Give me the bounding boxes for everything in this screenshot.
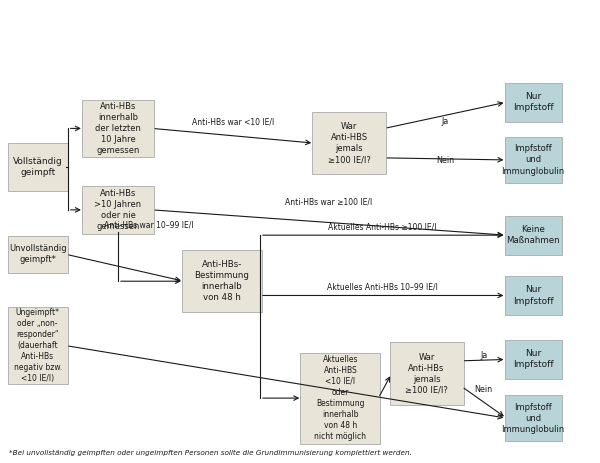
- Text: Aktuelles Anti-HBs ≥100 IE/l: Aktuelles Anti-HBs ≥100 IE/l: [328, 223, 436, 232]
- Text: Ungeimpft*
oder „non-
responder“
(dauerhaft
Anti-HBs
negativ bzw.
<10 IE/l): Ungeimpft* oder „non- responder“ (dauerh…: [14, 308, 62, 383]
- Text: Impfstoff
und
Immunglobulin: Impfstoff und Immunglobulin: [502, 402, 565, 434]
- FancyBboxPatch shape: [301, 352, 380, 444]
- Text: Anti-HBs war ≥100 IE/l: Anti-HBs war ≥100 IE/l: [286, 198, 373, 206]
- Text: Anti-HBs-
Bestimmung
innerhalb
von 48 h: Anti-HBs- Bestimmung innerhalb von 48 h: [194, 260, 250, 302]
- Text: *Bei unvollständig geimpften oder ungeimpften Personen sollte die Grundimmunisie: *Bei unvollständig geimpften oder ungeim…: [10, 450, 412, 456]
- Text: Nein: Nein: [475, 385, 493, 394]
- FancyBboxPatch shape: [505, 216, 562, 255]
- Text: Aktuelles Anti-HBs 10–99 IE/l: Aktuelles Anti-HBs 10–99 IE/l: [326, 283, 437, 292]
- Text: Anti-HBs war <10 IE/l: Anti-HBs war <10 IE/l: [192, 117, 274, 126]
- Text: Vollständig
geimpft: Vollständig geimpft: [13, 156, 62, 177]
- FancyBboxPatch shape: [505, 83, 562, 121]
- FancyBboxPatch shape: [8, 307, 68, 384]
- FancyBboxPatch shape: [82, 186, 154, 234]
- Text: Impfstoff
und
Immunglobulin: Impfstoff und Immunglobulin: [502, 144, 565, 175]
- FancyBboxPatch shape: [8, 236, 68, 273]
- Text: Ja: Ja: [480, 351, 487, 360]
- FancyBboxPatch shape: [313, 113, 386, 174]
- Text: Nur
Impfstoff: Nur Impfstoff: [513, 350, 553, 369]
- Text: Aktuelles
Anti-HBS
<10 IE/l
oder
Bestimmung
innerhalb
von 48 h
nicht möglich: Aktuelles Anti-HBS <10 IE/l oder Bestimm…: [314, 355, 367, 441]
- Text: War
Anti-HBS
jemals
≥100 IE/l?: War Anti-HBS jemals ≥100 IE/l?: [328, 122, 371, 164]
- FancyBboxPatch shape: [182, 250, 262, 312]
- Text: Unvollständig
geimpft*: Unvollständig geimpft*: [9, 244, 67, 264]
- Text: Nur
Impfstoff: Nur Impfstoff: [513, 285, 553, 306]
- FancyBboxPatch shape: [505, 137, 562, 183]
- FancyBboxPatch shape: [505, 340, 562, 379]
- Text: Nur
Impfstoff: Nur Impfstoff: [513, 92, 553, 112]
- FancyBboxPatch shape: [390, 342, 464, 406]
- Text: Anti-HBs
>10 Jahren
oder nie
gemessen: Anti-HBs >10 Jahren oder nie gemessen: [94, 189, 142, 231]
- Text: Anti-HBs
innerhalb
der letzten
10 Jahre
gemessen: Anti-HBs innerhalb der letzten 10 Jahre …: [95, 102, 141, 155]
- Text: Ja: Ja: [442, 117, 449, 125]
- Text: War
Anti-HBs
jemals
≥100 IE/l?: War Anti-HBs jemals ≥100 IE/l?: [405, 352, 448, 395]
- FancyBboxPatch shape: [505, 395, 562, 441]
- FancyBboxPatch shape: [8, 143, 68, 191]
- FancyBboxPatch shape: [82, 100, 154, 157]
- Text: Nein: Nein: [436, 156, 454, 165]
- Text: Anti-HBs war 10–99 IE/l: Anti-HBs war 10–99 IE/l: [104, 220, 194, 229]
- FancyBboxPatch shape: [505, 276, 562, 315]
- Text: Keine
Maßnahmen: Keine Maßnahmen: [506, 225, 560, 245]
